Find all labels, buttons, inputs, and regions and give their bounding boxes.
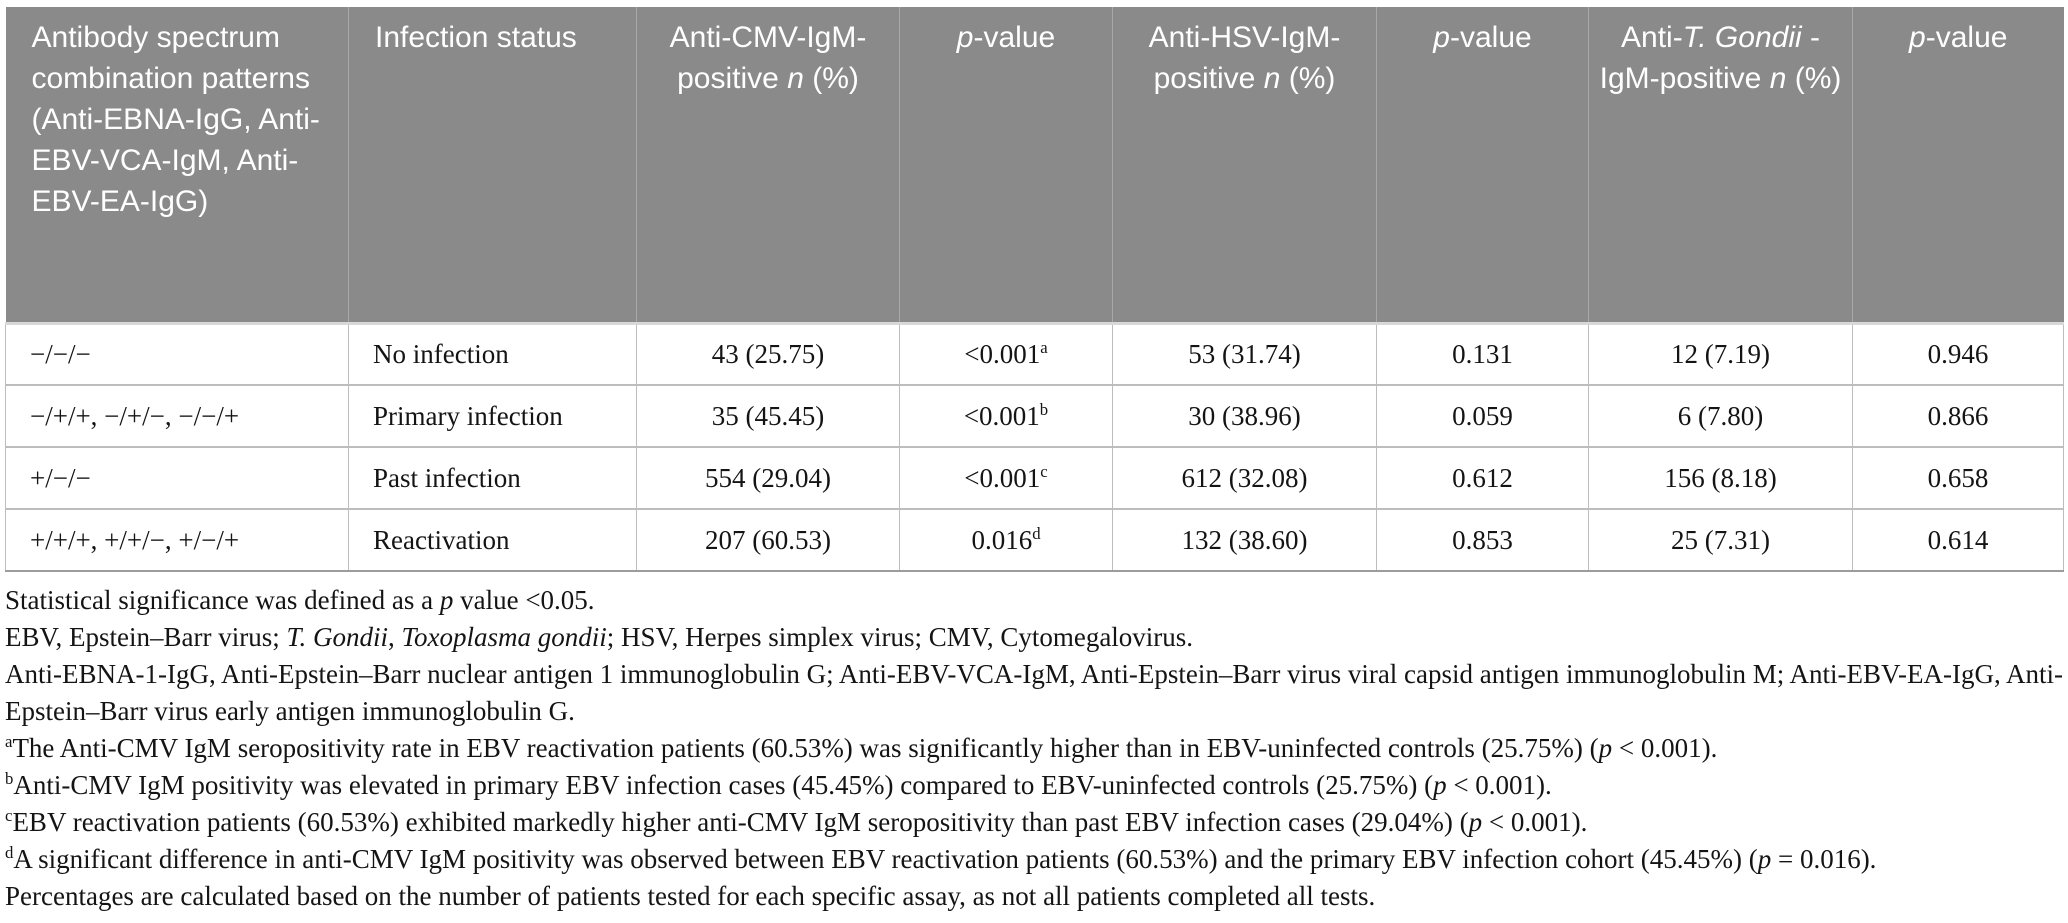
cell-anti-cmv-igm: 554 (29.04)	[636, 446, 900, 510]
footnote-abbreviations: EBV, Epstein–Barr virus; T. Gondii, Toxo…	[5, 622, 1194, 652]
cell-infection-status: Primary infection	[348, 384, 637, 448]
cell-infection-status: Past infection	[348, 446, 637, 510]
column-header-p-value-cmv: p-value	[899, 7, 1113, 325]
cell-anti-t-gondii-igm: 25 (7.31)	[1588, 508, 1853, 571]
cell-infection-status: Reactivation	[348, 508, 637, 571]
cell-anti-cmv-igm: 43 (25.75)	[636, 322, 900, 386]
footnote-antibody-abbreviations: Anti-EBNA-1-IgG, Anti-Epstein–Barr nucle…	[5, 659, 2064, 726]
footnote-significance: Statistical significance was defined as …	[5, 585, 595, 615]
table-row: −/−/− No infection 43 (25.75) <0.001a 53…	[5, 322, 2064, 386]
cell-anti-cmv-igm: 207 (60.53)	[636, 508, 900, 571]
cell-p-value-t-gondii: 0.658	[1852, 446, 2064, 510]
column-header-p-value-t-gondii: p-value	[1852, 7, 2064, 325]
cell-anti-t-gondii-igm: 156 (8.18)	[1588, 446, 1853, 510]
results-table: Antibody spectrum combination patterns (…	[5, 7, 2064, 572]
cell-p-value-t-gondii: 0.946	[1852, 322, 2064, 386]
cell-anti-cmv-igm: 35 (45.45)	[636, 384, 900, 448]
cell-p-value-hsv: 0.059	[1376, 384, 1589, 448]
column-header-antibody-pattern: Antibody spectrum combination patterns (…	[5, 7, 349, 325]
table-row: −/+/+, −/+/−, −/−/+ Primary infection 35…	[5, 384, 2064, 448]
table-row: +/−/− Past infection 554 (29.04) <0.001c…	[5, 446, 2064, 510]
column-header-anti-cmv-igm: Anti-CMV-IgM-positive n (%)	[636, 7, 900, 325]
cell-antibody-pattern: +/+/+, +/+/−, +/−/+	[5, 508, 349, 571]
header-row: Antibody spectrum combination patterns (…	[5, 7, 2064, 325]
footnote-a: aThe Anti-CMV IgM seropositivity rate in…	[5, 732, 1718, 763]
cell-infection-status: No infection	[348, 322, 637, 386]
column-header-anti-hsv-igm: Anti-HSV-IgM-positive n (%)	[1112, 7, 1377, 325]
footnotes: Statistical significance was defined as …	[5, 582, 2063, 915]
table-row: +/+/+, +/+/−, +/−/+ Reactivation 207 (60…	[5, 508, 2064, 571]
cell-p-value-t-gondii: 0.614	[1852, 508, 2064, 571]
cell-p-value-cmv: <0.001a	[899, 322, 1113, 386]
footnote-b: bAnti-CMV IgM positivity was elevated in…	[5, 769, 1552, 800]
column-header-infection-status: Infection status	[348, 7, 637, 325]
cell-p-value-hsv: 0.853	[1376, 508, 1589, 571]
cell-p-value-hsv: 0.131	[1376, 322, 1589, 386]
cell-p-value-cmv: 0.016d	[899, 508, 1113, 571]
table-header: Antibody spectrum combination patterns (…	[5, 7, 2064, 325]
cell-p-value-cmv: <0.001b	[899, 384, 1113, 448]
cell-p-value-cmv: <0.001c	[899, 446, 1113, 510]
cell-p-value-hsv: 0.612	[1376, 446, 1589, 510]
cell-anti-hsv-igm: 53 (31.74)	[1112, 322, 1377, 386]
cell-anti-t-gondii-igm: 12 (7.19)	[1588, 322, 1853, 386]
table-body: −/−/− No infection 43 (25.75) <0.001a 53…	[5, 322, 2064, 571]
cell-anti-hsv-igm: 132 (38.60)	[1112, 508, 1377, 571]
column-header-p-value-hsv: p-value	[1376, 7, 1589, 325]
cell-p-value-t-gondii: 0.866	[1852, 384, 2064, 448]
cell-antibody-pattern: −/+/+, −/+/−, −/−/+	[5, 384, 349, 448]
cell-anti-hsv-igm: 30 (38.96)	[1112, 384, 1377, 448]
cell-antibody-pattern: +/−/−	[5, 446, 349, 510]
cell-anti-t-gondii-igm: 6 (7.80)	[1588, 384, 1853, 448]
footnote-percentages: Percentages are calculated based on the …	[5, 881, 1376, 911]
footnote-d: dA significant difference in anti-CMV Ig…	[5, 843, 1877, 874]
cell-anti-hsv-igm: 612 (32.08)	[1112, 446, 1377, 510]
footnote-c: cEBV reactivation patients (60.53%) exhi…	[5, 806, 1588, 837]
column-header-anti-t-gondii-igm: Anti-T. Gondii -IgM-positive n (%)	[1588, 7, 1853, 325]
cell-antibody-pattern: −/−/−	[5, 322, 349, 386]
